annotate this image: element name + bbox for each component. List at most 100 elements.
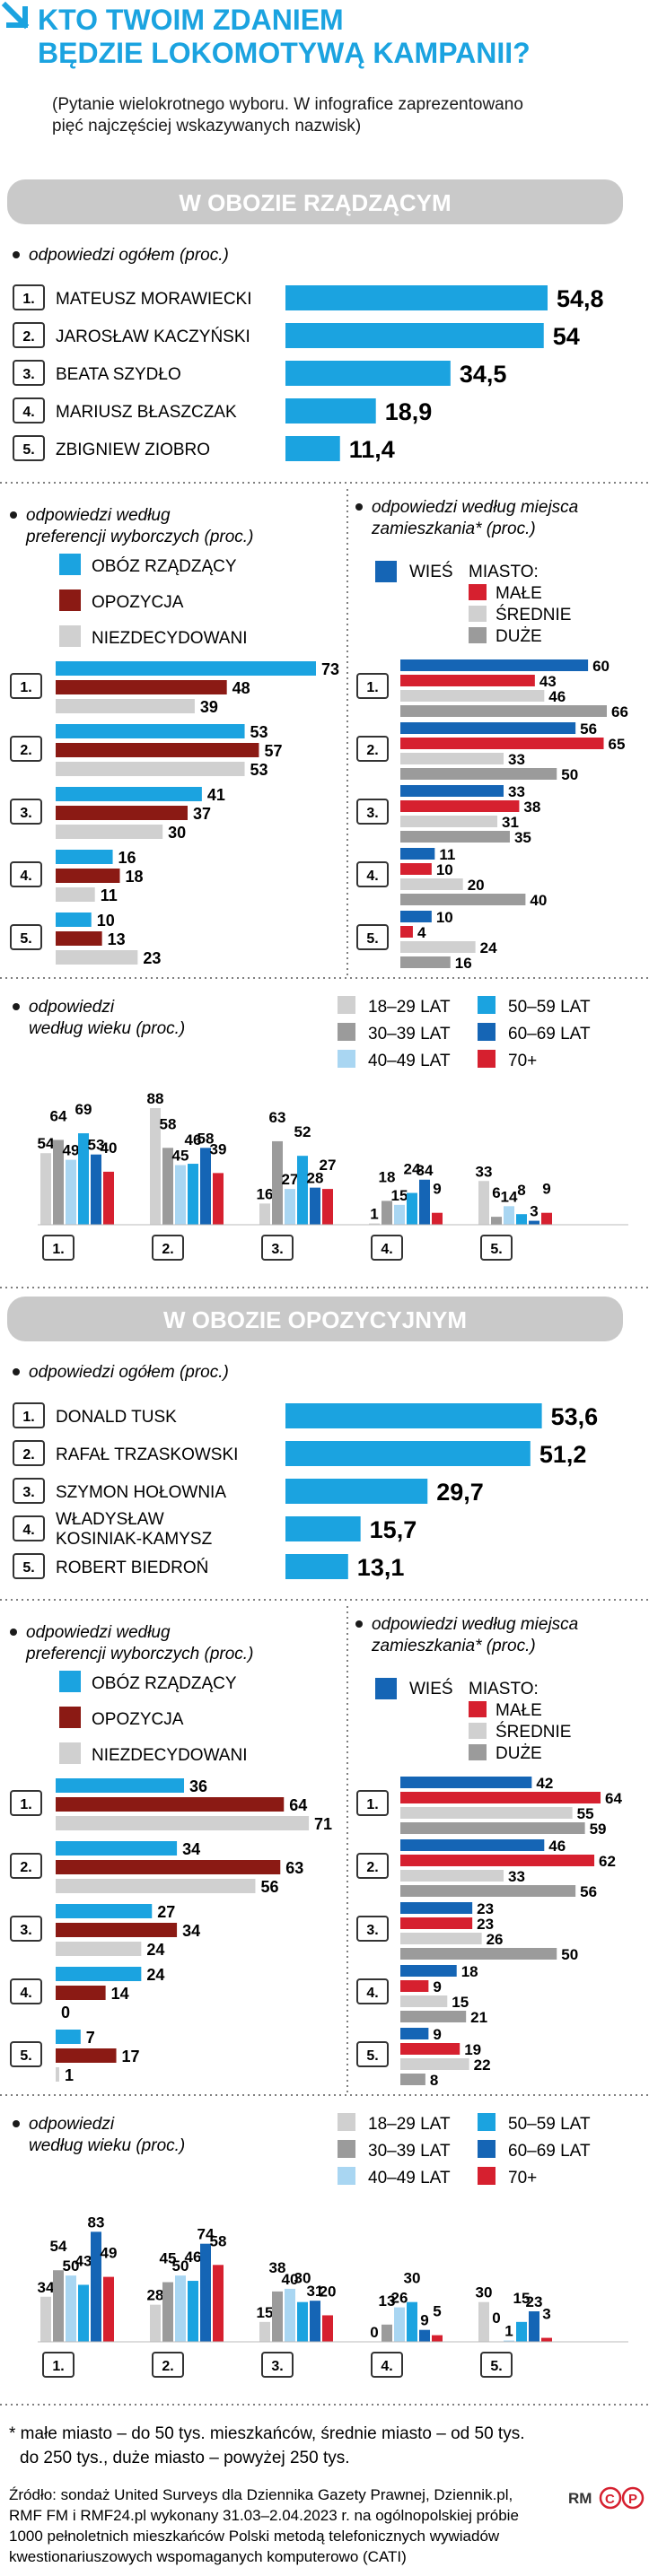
overall-rank-number: 2. bbox=[22, 1447, 34, 1463]
age-bar bbox=[200, 1148, 211, 1225]
place-legend-city: MIASTO: bbox=[469, 563, 539, 581]
place-value: 43 bbox=[539, 673, 557, 690]
age-bar bbox=[78, 2284, 89, 2342]
overall-row: 3. SZYMON HOŁOWNIA 29,7 bbox=[13, 1478, 484, 1506]
overall-row: 4. MARIUSZ BŁASZCZAK 18,9 bbox=[13, 397, 432, 425]
pref-bar bbox=[56, 1778, 185, 1793]
section-title: W OBOZIE OPOZYCYJNYM bbox=[163, 1306, 467, 1333]
age-legend-label: 30–39 LAT bbox=[368, 1025, 451, 1043]
overall-bar bbox=[285, 1479, 428, 1504]
place-legend-swatch bbox=[469, 584, 487, 600]
place-value: 16 bbox=[455, 955, 472, 972]
age-bar bbox=[91, 1154, 101, 1225]
age-value: 13 bbox=[379, 2292, 396, 2310]
place-bar bbox=[400, 2058, 469, 2070]
pref-value: 41 bbox=[207, 786, 225, 804]
age-bar bbox=[103, 2276, 114, 2342]
age-value: 30 bbox=[404, 2270, 421, 2287]
pref-legend-label: NIEZDECYDOWANI bbox=[92, 1746, 247, 1765]
place-legend-label: ŚREDNIE bbox=[496, 605, 571, 624]
place-value: 56 bbox=[580, 720, 597, 738]
age-value: 69 bbox=[75, 1101, 92, 1118]
pref-bar bbox=[56, 661, 316, 676]
place-value: 66 bbox=[611, 703, 628, 720]
age-value: 28 bbox=[307, 1170, 324, 1187]
overall-bar bbox=[285, 285, 548, 310]
age-group-rank-box bbox=[371, 1235, 403, 1261]
overall-row: 1. MATEUSZ MORAWIECKI 54,8 bbox=[13, 284, 604, 312]
pref-value: 10 bbox=[97, 912, 115, 930]
age-bar bbox=[478, 1181, 489, 1225]
overall-name: MATEUSZ MORAWIECKI bbox=[56, 290, 252, 309]
place-group-rank-box bbox=[356, 736, 389, 762]
age-label-bullet bbox=[13, 2120, 20, 2127]
place-value: 46 bbox=[548, 688, 566, 705]
age-value: 63 bbox=[269, 1109, 286, 1126]
age-value: 24 bbox=[404, 1161, 421, 1178]
pref-group: 1. 36 64 71 bbox=[10, 1777, 332, 1833]
overall-rank-box bbox=[13, 1402, 45, 1428]
place-group-rank-number: 4. bbox=[366, 1986, 378, 2001]
header-arrow-icon bbox=[1, 1, 30, 30]
age-legend-label: 30–39 LAT bbox=[368, 2142, 451, 2161]
overall-rank-box bbox=[13, 1553, 45, 1579]
age-value: 83 bbox=[88, 2214, 105, 2231]
age-legend-swatch bbox=[478, 2113, 496, 2131]
age-value: 8 bbox=[517, 1182, 525, 1199]
pref-value: 16 bbox=[118, 849, 136, 867]
pref-group: 1. 73 48 39 bbox=[10, 660, 339, 716]
source-line1: Źródło: sondaż United Surveys dla Dzienn… bbox=[9, 2486, 513, 2503]
page-subtitle-line1: (Pytanie wielokrotnego wyboru. W infogra… bbox=[52, 95, 523, 114]
pref-bar bbox=[56, 887, 95, 902]
age-group-rank-number: 1. bbox=[52, 1242, 64, 1257]
place-value: 18 bbox=[461, 1963, 478, 1980]
age-legend-swatch bbox=[338, 1050, 355, 1068]
overall-rank-box bbox=[13, 1440, 45, 1466]
pref-value: 17 bbox=[122, 2048, 140, 2065]
pref-group: 4. 24 14 0 bbox=[10, 1966, 164, 2022]
age-bar bbox=[40, 1153, 51, 1225]
pref-value: 56 bbox=[260, 1878, 278, 1896]
age-value: 64 bbox=[50, 1107, 67, 1124]
age-legend-label: 50–59 LAT bbox=[508, 998, 591, 1017]
pref-bar bbox=[56, 2030, 81, 2044]
age-bar bbox=[162, 1148, 173, 1225]
age-bar bbox=[272, 1140, 283, 1225]
pref-legend-label: NIEZDECYDOWANI bbox=[92, 629, 247, 648]
age-legend-label: 18–29 LAT bbox=[368, 2115, 451, 2134]
place-bar bbox=[400, 894, 526, 905]
pref-legend-label: OPOZYCJA bbox=[92, 593, 184, 612]
place-legend-village: WIEŚ bbox=[409, 562, 453, 581]
place-bar bbox=[400, 722, 576, 734]
place-value: 38 bbox=[523, 799, 540, 816]
pref-group: 3. 27 34 24 bbox=[10, 1903, 200, 1959]
pref-value: 64 bbox=[289, 1796, 307, 1814]
place-bar bbox=[400, 1980, 429, 1992]
overall-rank-number: 1. bbox=[22, 292, 34, 307]
logo-p-glyph: P bbox=[628, 2492, 637, 2507]
place-group-rank-box bbox=[356, 924, 389, 950]
place-legend-label: MAŁE bbox=[496, 584, 542, 603]
overall-bar bbox=[285, 1441, 531, 1466]
age-bar bbox=[66, 2275, 76, 2342]
page-title-line2: BĘDZIE LOKOMOTYWĄ KAMPANII? bbox=[38, 37, 531, 69]
age-value: 30 bbox=[476, 2284, 493, 2301]
age-value: 23 bbox=[526, 2293, 543, 2310]
age-value: 40 bbox=[101, 1140, 118, 1157]
age-value: 49 bbox=[63, 1142, 80, 1159]
overall-rank-number: 5. bbox=[22, 1560, 34, 1576]
place-bar bbox=[400, 2028, 429, 2039]
overall-value: 51,2 bbox=[539, 1441, 587, 1468]
age-bar bbox=[529, 1220, 539, 1225]
age-value: 38 bbox=[269, 2259, 286, 2276]
age-legend-label: 70+ bbox=[508, 2169, 537, 2187]
age-value: 3 bbox=[542, 2306, 550, 2323]
place-bar bbox=[400, 690, 545, 702]
pref-bar bbox=[56, 950, 138, 965]
overall-name: RAFAŁ TRZASKOWSKI bbox=[56, 1445, 238, 1464]
